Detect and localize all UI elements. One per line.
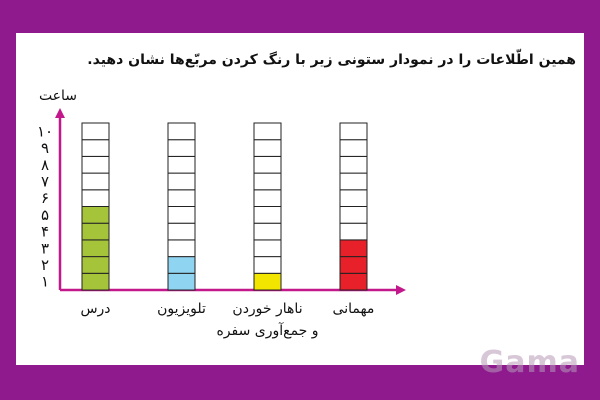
bar-cell-filled[interactable] [253,272,282,291]
bar-cell-filled[interactable] [339,239,368,258]
bars [81,122,368,291]
y-tick-label: ۱۰ [37,122,53,140]
bar-column [81,122,110,291]
y-axis-label: ساعت [39,88,77,104]
y-tick-label: ۲ [41,256,49,274]
bar-column [253,122,282,291]
category-label: تلویزیون [157,301,206,317]
bar-cell-empty[interactable] [253,239,282,258]
y-tick-label: ۱ [41,273,49,291]
bar-cell-filled[interactable] [81,206,110,224]
bar-cell-empty[interactable] [339,122,368,141]
instruction-text: همین اطّلاعات را در نمودار ستونی زیر با … [87,52,576,68]
y-tick-label: ۸ [41,156,49,174]
bar-cell-empty[interactable] [167,206,196,224]
y-tick-label: ۶ [41,189,49,207]
bar-cell-filled[interactable] [167,272,196,291]
bar-cell-empty[interactable] [167,139,196,157]
bar-cell-empty[interactable] [81,122,110,141]
y-tick-label: ۵ [41,206,49,224]
bar-cell-empty[interactable] [253,222,282,241]
bar-cell-filled[interactable] [339,272,368,291]
bar-cell-empty[interactable] [81,155,110,174]
bar-cell-empty[interactable] [253,155,282,174]
bar-cell-empty[interactable] [253,189,282,208]
bar-cell-empty[interactable] [339,206,368,224]
bar-cell-empty[interactable] [81,189,110,208]
bar-cell-empty[interactable] [167,155,196,174]
bar-cell-empty[interactable] [167,172,196,191]
bar-cell-empty[interactable] [167,189,196,208]
bar-cell-empty[interactable] [253,139,282,157]
category-label: درس [80,301,110,317]
gama-logo-watermark: Gama [479,345,580,380]
category-label: و جمع‌آوری سفره [216,322,318,339]
y-tick-label: ۹ [41,139,49,157]
bar-cell-empty[interactable] [253,256,282,274]
bar-cell-empty[interactable] [339,139,368,157]
x-axis-arrow [396,285,406,295]
bar-cell-empty[interactable] [339,172,368,191]
bar-cell-empty[interactable] [339,155,368,174]
y-axis-arrow [55,108,65,118]
bar-cell-empty[interactable] [253,172,282,191]
bar-cell-filled[interactable] [81,222,110,241]
bar-cell-empty[interactable] [167,122,196,141]
bar-cell-filled[interactable] [81,239,110,258]
bar-cell-empty[interactable] [253,206,282,224]
bar-cell-filled[interactable] [167,256,196,274]
y-tick-label: ۴ [41,223,49,241]
y-tick-label: ۷ [41,172,49,190]
bar-cell-empty[interactable] [253,122,282,141]
content-panel [16,33,584,365]
bar-cell-filled[interactable] [81,256,110,274]
category-label: مهمانی [333,301,375,317]
category-label: ناهار خوردن [232,301,302,317]
bar-cell-empty[interactable] [339,189,368,208]
bar-column [167,122,196,291]
bar-cell-empty[interactable] [339,222,368,241]
bar-cell-empty[interactable] [167,222,196,241]
bar-cell-empty[interactable] [167,239,196,258]
y-tick-label: ۳ [41,239,49,257]
bar-cell-empty[interactable] [81,172,110,191]
bar-cell-filled[interactable] [81,272,110,291]
bar-cell-filled[interactable] [339,256,368,274]
bar-column [339,122,368,291]
bar-cell-empty[interactable] [81,139,110,157]
